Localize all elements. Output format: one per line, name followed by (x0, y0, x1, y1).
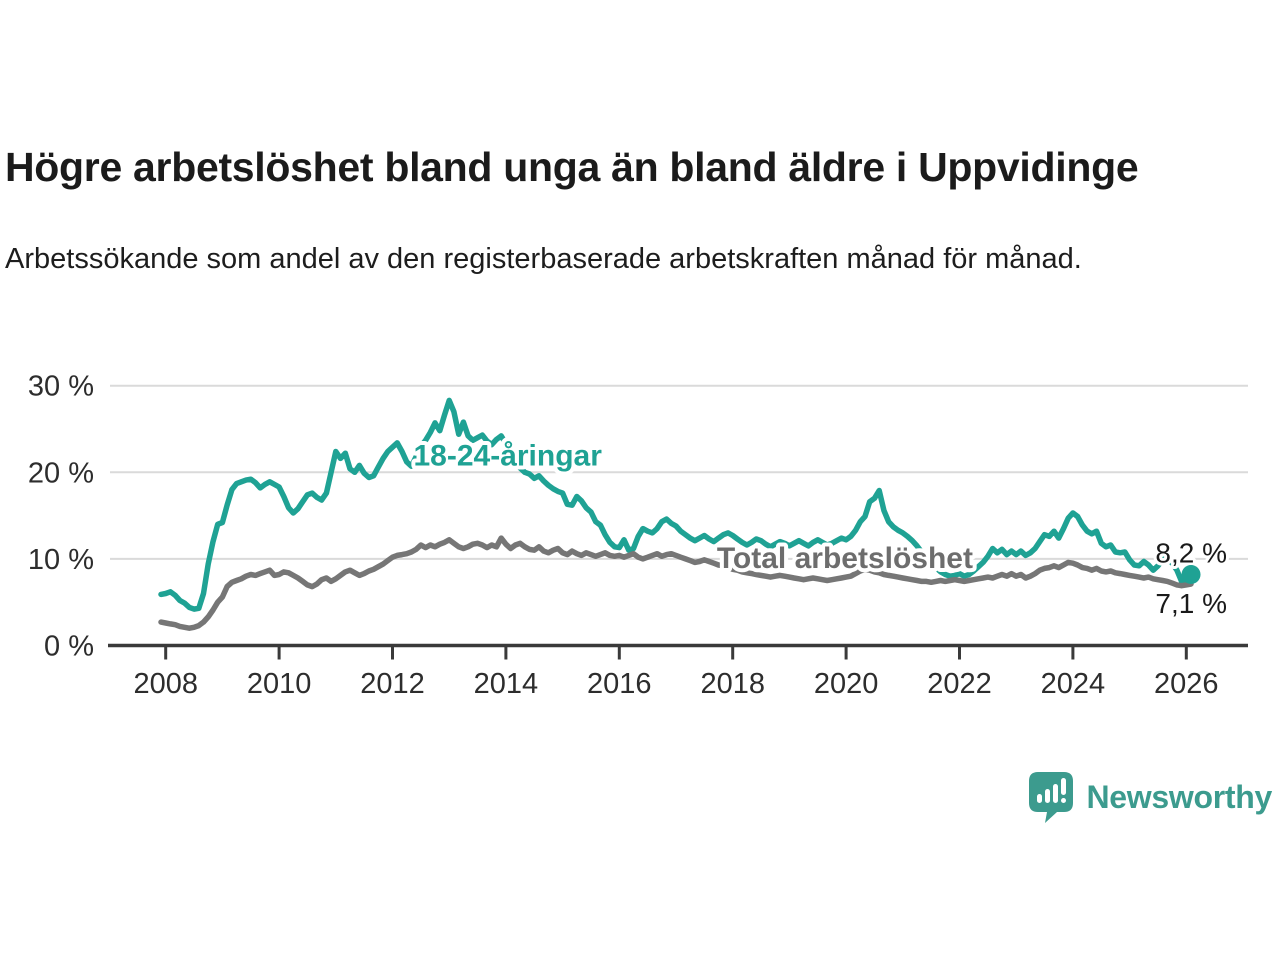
x-tick-label: 2012 (360, 668, 425, 700)
x-tick-label: 2024 (1041, 668, 1106, 700)
brand-name: Newsworthy (1086, 778, 1273, 815)
x-tick-label: 2016 (587, 668, 652, 700)
newsworthy-logo-icon (1028, 772, 1073, 823)
x-tick-label: 2010 (247, 668, 312, 700)
y-tick-label: 0 % (44, 631, 94, 663)
page-title: Högre arbetslöshet bland unga än bland ä… (5, 144, 1139, 190)
end-value-label: 8,2 % (1155, 537, 1227, 568)
x-tick-label: 2008 (133, 668, 198, 700)
page-subtitle: Arbetssökande som andel av den registerb… (5, 243, 1082, 275)
series-line (158, 397, 1194, 612)
y-tick-label: 10 % (28, 544, 94, 576)
x-tick-label: 2020 (814, 668, 879, 700)
x-tick-label: 2026 (1154, 668, 1219, 700)
x-tick-label: 2018 (700, 668, 765, 700)
end-value-label: 7,1 % (1155, 588, 1227, 619)
series-line (158, 535, 1194, 631)
brand-footer: Newsworthy (1028, 771, 1273, 823)
x-tick-label: 2022 (927, 668, 992, 700)
y-tick-label: 20 % (28, 457, 94, 489)
x-tick-label: 2014 (474, 668, 539, 700)
series-label: Total arbetslöshet (717, 542, 973, 575)
y-tick-label: 30 % (28, 371, 94, 403)
series-label: 18-24-åringar (413, 439, 602, 472)
latest-value-dot (1181, 564, 1201, 584)
